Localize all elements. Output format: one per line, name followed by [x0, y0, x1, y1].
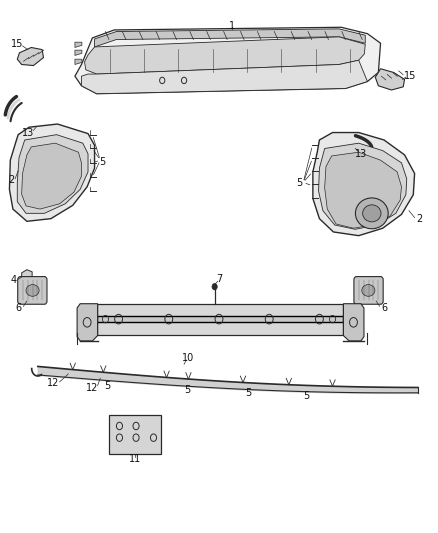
Text: 6: 6: [381, 303, 387, 313]
Text: 12: 12: [86, 383, 99, 393]
Polygon shape: [77, 304, 98, 341]
Text: 13: 13: [21, 127, 34, 138]
Text: 2: 2: [8, 175, 15, 185]
Polygon shape: [313, 133, 415, 236]
Text: 6: 6: [15, 303, 21, 313]
Ellipse shape: [356, 198, 388, 229]
FancyBboxPatch shape: [97, 316, 343, 322]
Polygon shape: [17, 47, 43, 66]
Polygon shape: [17, 135, 88, 213]
Ellipse shape: [363, 205, 381, 222]
Text: 12: 12: [47, 378, 59, 389]
Ellipse shape: [362, 285, 375, 296]
FancyBboxPatch shape: [354, 277, 383, 304]
FancyBboxPatch shape: [109, 415, 161, 454]
Ellipse shape: [26, 285, 39, 296]
Polygon shape: [375, 69, 405, 90]
Polygon shape: [75, 59, 82, 64]
Text: 5: 5: [246, 388, 252, 398]
FancyBboxPatch shape: [18, 277, 47, 304]
Text: 5: 5: [297, 177, 303, 188]
Text: 4: 4: [11, 276, 17, 285]
Text: 1: 1: [229, 21, 235, 31]
Text: 10: 10: [182, 353, 194, 363]
Polygon shape: [75, 50, 82, 55]
Text: 11: 11: [129, 454, 141, 464]
Polygon shape: [21, 270, 32, 281]
Polygon shape: [10, 124, 95, 221]
Text: 2: 2: [416, 214, 422, 224]
Text: 15: 15: [11, 39, 24, 49]
Polygon shape: [75, 42, 82, 47]
Text: 15: 15: [404, 71, 417, 81]
Polygon shape: [318, 143, 407, 229]
Polygon shape: [21, 143, 81, 209]
Text: 7: 7: [216, 274, 222, 284]
Text: 13: 13: [355, 149, 367, 159]
Polygon shape: [85, 37, 365, 74]
Polygon shape: [81, 60, 367, 94]
FancyBboxPatch shape: [97, 304, 343, 335]
Polygon shape: [95, 29, 365, 47]
Text: 5: 5: [184, 385, 191, 395]
Polygon shape: [75, 27, 381, 94]
Polygon shape: [343, 304, 364, 341]
Polygon shape: [325, 152, 402, 228]
Circle shape: [212, 284, 217, 290]
Text: 5: 5: [105, 381, 111, 391]
Text: 5: 5: [303, 391, 310, 401]
Text: 5: 5: [99, 157, 105, 167]
